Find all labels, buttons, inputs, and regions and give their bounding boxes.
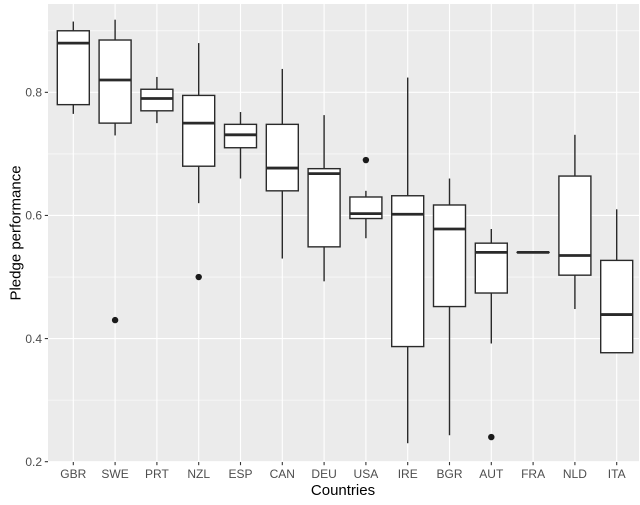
x-tick-label: NZL [187,467,210,481]
y-tick-label: 0.6 [25,209,42,223]
boxplot-esp [223,112,258,179]
x-tick-label: FRA [521,467,545,481]
panel-background [48,4,639,462]
outlier-point [362,156,370,164]
box-iqr [391,195,425,348]
box-iqr [432,204,467,308]
boxplot-ire [391,77,425,444]
boxplot-nld [558,134,592,310]
outlier-point [488,433,495,441]
x-tick-label: NLD [563,467,587,481]
x-tick-label: PRT [145,467,169,481]
boxplot-aut [474,228,508,441]
boxplot-nzl [181,43,216,281]
x-tick-label: BGR [436,467,462,481]
x-tick-label: ESP [228,467,252,481]
y-tick-label: 0.2 [25,455,42,469]
x-tick-label: ITA [608,467,626,481]
box-iqr [181,94,216,167]
boxplot-ita [600,209,634,354]
box-iqr [307,167,341,248]
box-iqr [474,242,508,294]
x-axis-title: Countries [310,482,376,499]
outlier-point [111,316,119,324]
y-tick-label: 0.8 [25,86,42,100]
boxplot-prt [140,76,174,124]
x-tick-label: IRE [398,467,418,481]
boxplot-bgr [432,178,467,436]
box-iqr [140,88,174,112]
boxplot-can [265,68,299,259]
boxplot-swe [98,19,132,324]
boxplot-deu [307,115,341,282]
x-tick-label: DEU [311,467,336,481]
boxplot-usa [349,156,383,239]
x-tick-label: CAN [270,467,295,481]
x-tick-label: SWE [101,467,128,481]
box-iqr [349,196,383,220]
y-tick-label: 0.4 [25,332,42,346]
box-iqr [600,259,634,354]
box-iqr [265,123,299,192]
x-tick-label: USA [354,467,379,481]
boxplot-gbr [56,21,90,114]
box-iqr [558,175,592,276]
box-iqr [98,39,132,124]
x-tick-label: AUT [479,467,504,481]
x-tick-label: GBR [60,467,86,481]
outlier-point [195,273,202,281]
